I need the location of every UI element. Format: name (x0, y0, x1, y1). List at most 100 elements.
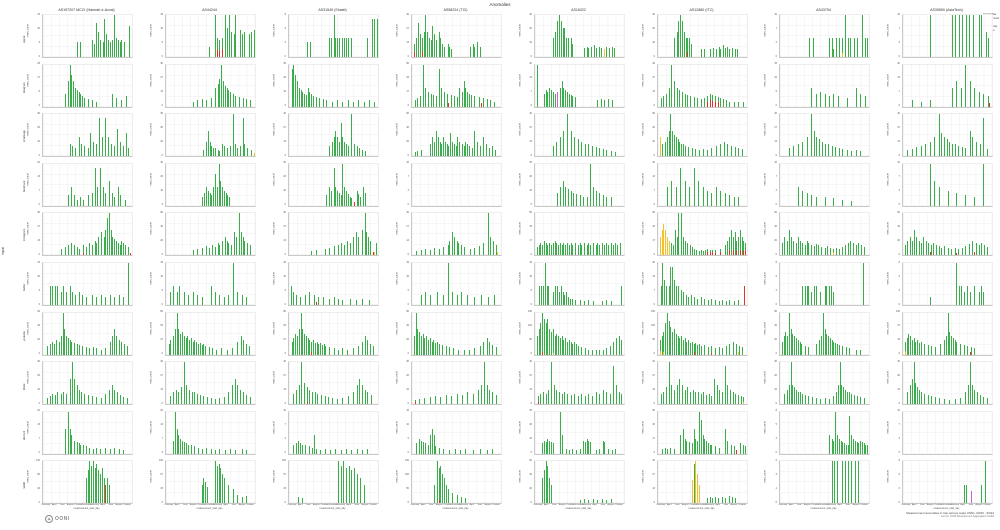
bar (907, 149, 909, 157)
y-tick-label: 17 (652, 437, 655, 441)
bar (223, 296, 225, 305)
bar (983, 396, 985, 405)
bar (797, 143, 799, 157)
y-tick-label: 27 (774, 125, 777, 129)
bar (353, 391, 355, 405)
plot-area-r10c6 (657, 460, 748, 505)
bar (966, 484, 968, 504)
bar (293, 292, 295, 305)
bar (583, 196, 585, 206)
bar (218, 463, 220, 504)
bar (717, 101, 719, 107)
x-tick-label: August (66, 503, 74, 506)
bar (216, 38, 218, 57)
bar (223, 478, 225, 504)
bar (114, 447, 116, 454)
bar (969, 81, 971, 107)
x-tick-label: December (204, 503, 215, 506)
bar (80, 94, 82, 107)
bar (446, 94, 448, 107)
bar (345, 191, 347, 206)
bar (615, 337, 617, 355)
bar (711, 445, 713, 454)
y-tick-label: 50 (652, 338, 655, 342)
bar (826, 286, 828, 305)
y-tick-label: 0 (653, 253, 655, 257)
bar (314, 342, 316, 355)
bar (313, 339, 315, 355)
bar (691, 247, 693, 256)
bar (588, 299, 590, 305)
x-tick-label: August (115, 503, 123, 506)
bar (599, 244, 601, 256)
bar (367, 339, 369, 355)
subplot-r3c2: msm_count 0 10 20 30 (135, 112, 256, 158)
bar (858, 443, 860, 454)
bar (117, 186, 119, 206)
bar (437, 137, 439, 157)
y-tick-label: 3 (284, 437, 286, 441)
bar (78, 345, 80, 355)
bar (87, 99, 89, 107)
bar (720, 191, 722, 206)
bar (435, 395, 437, 405)
y-tick-label: 15 (283, 260, 286, 264)
y-tick-label: 40 (652, 125, 655, 129)
bar (120, 195, 122, 206)
bar (483, 242, 485, 256)
subplot-r9c4: msm_count 0 5 10 15 (381, 409, 502, 455)
bar (331, 141, 333, 157)
bar (353, 348, 355, 355)
bar (938, 246, 940, 256)
bar (424, 337, 426, 355)
bar (599, 147, 601, 157)
y-tick-label: 120 (36, 459, 40, 463)
bar (305, 335, 307, 355)
y-tick-label: 40 (406, 12, 409, 16)
bar (938, 186, 940, 206)
bar (549, 441, 551, 454)
bar (858, 461, 860, 504)
bar (804, 394, 806, 405)
plot-area-r7c3 (288, 311, 379, 356)
bar (847, 461, 849, 504)
x-tick-label: February (533, 503, 543, 506)
bar (118, 448, 120, 454)
bar (686, 342, 688, 355)
bar (105, 484, 107, 504)
y-tick-label: 3 (775, 288, 777, 292)
bar (545, 323, 547, 355)
x-tick-label: June (968, 503, 974, 506)
bar (711, 395, 713, 405)
y-tick-label: 40 (529, 359, 532, 363)
bar (543, 94, 545, 107)
y-tick-label: 0 (653, 54, 655, 58)
bar (222, 81, 224, 107)
bar (239, 29, 241, 57)
bar (702, 186, 704, 206)
bar (109, 294, 111, 305)
bar (693, 168, 695, 206)
bar (85, 446, 87, 454)
y-tick-label: 0 (775, 501, 777, 505)
bar (621, 393, 623, 405)
bar (102, 42, 104, 57)
y-tick-label: 3 (407, 189, 409, 193)
bar (107, 40, 109, 57)
y-tick-label: 20 (283, 76, 286, 80)
bar (422, 64, 424, 107)
bar (569, 298, 571, 305)
x-tick-label: April (666, 503, 672, 506)
bar (66, 292, 68, 305)
plot-area-r8c7 (779, 361, 870, 406)
subplot-r9c3: msm_count 0 3 7 10 (258, 409, 379, 455)
bar (610, 151, 612, 157)
bar (561, 81, 563, 107)
y-tick-label: 0 (530, 501, 532, 505)
bar (223, 191, 225, 206)
y-tick-label: 20 (529, 423, 532, 427)
bar (479, 346, 481, 355)
bar (611, 46, 613, 57)
bar (219, 294, 221, 305)
bar (736, 240, 738, 256)
